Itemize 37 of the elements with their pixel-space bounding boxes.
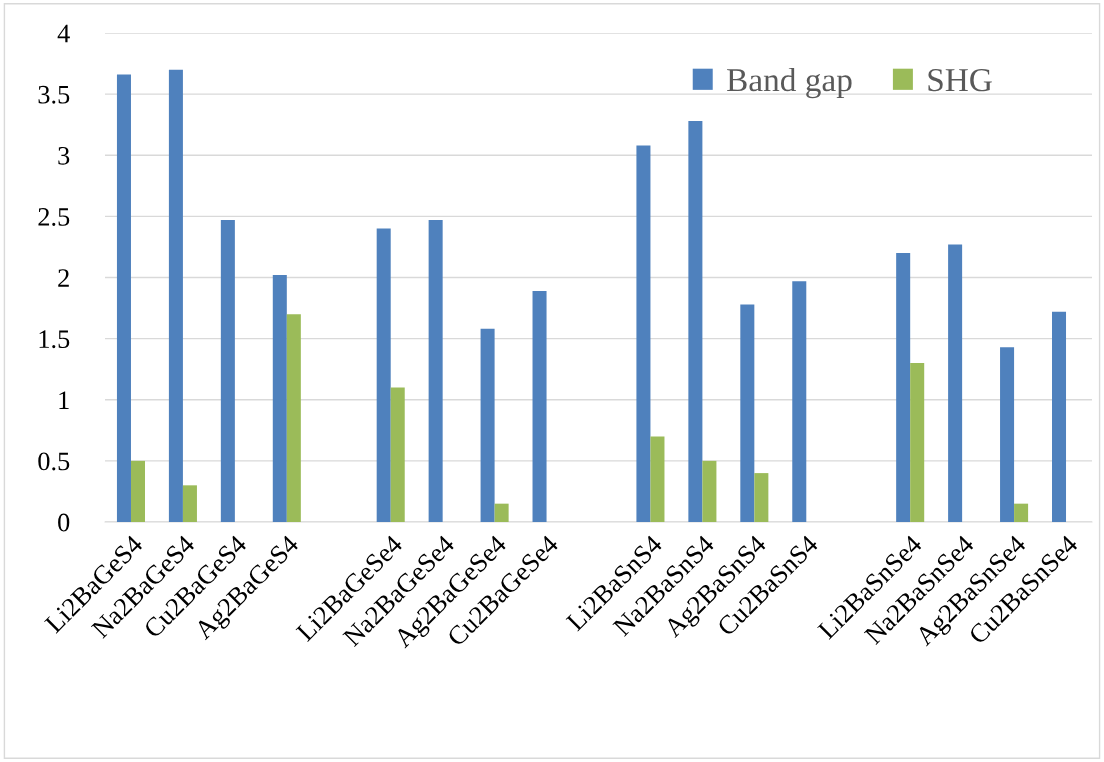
- bar: [376, 228, 391, 522]
- bar: [636, 145, 651, 522]
- legend-label: SHG: [928, 68, 992, 92]
- bar: [896, 253, 911, 522]
- bar: [480, 328, 495, 522]
- bar: [910, 363, 925, 522]
- bar: [754, 473, 769, 522]
- bar: [116, 74, 131, 522]
- bar: [130, 460, 145, 522]
- bar: [740, 304, 755, 522]
- y-tick-label: 3: [58, 146, 70, 165]
- legend-label: Band gap: [727, 67, 852, 99]
- bar: [286, 314, 301, 522]
- bar: [688, 121, 703, 522]
- y-tick-label: 4: [57, 24, 70, 43]
- bar: [428, 220, 443, 522]
- y-tick-label: 2: [58, 269, 69, 287]
- bar: [948, 244, 963, 522]
- bar: [494, 503, 509, 522]
- y-tick-label: 2.5: [38, 208, 70, 226]
- bar: [1014, 503, 1029, 522]
- y-tick-label: 0: [58, 513, 70, 532]
- bar: [650, 436, 665, 522]
- bar: [390, 387, 405, 522]
- bar: [220, 220, 235, 522]
- y-tick-label: 0.5: [38, 452, 70, 471]
- bar: [792, 281, 807, 522]
- bar: [1052, 311, 1067, 522]
- y-tick-label: 1: [59, 391, 69, 409]
- bar: [182, 485, 197, 522]
- bar: [532, 290, 547, 522]
- bar: [168, 69, 183, 522]
- bar: [272, 275, 287, 522]
- bar: [1000, 347, 1015, 522]
- bar: [702, 460, 717, 522]
- y-tick-label: 3.5: [38, 85, 70, 104]
- y-tick-label: 1.5: [39, 330, 70, 349]
